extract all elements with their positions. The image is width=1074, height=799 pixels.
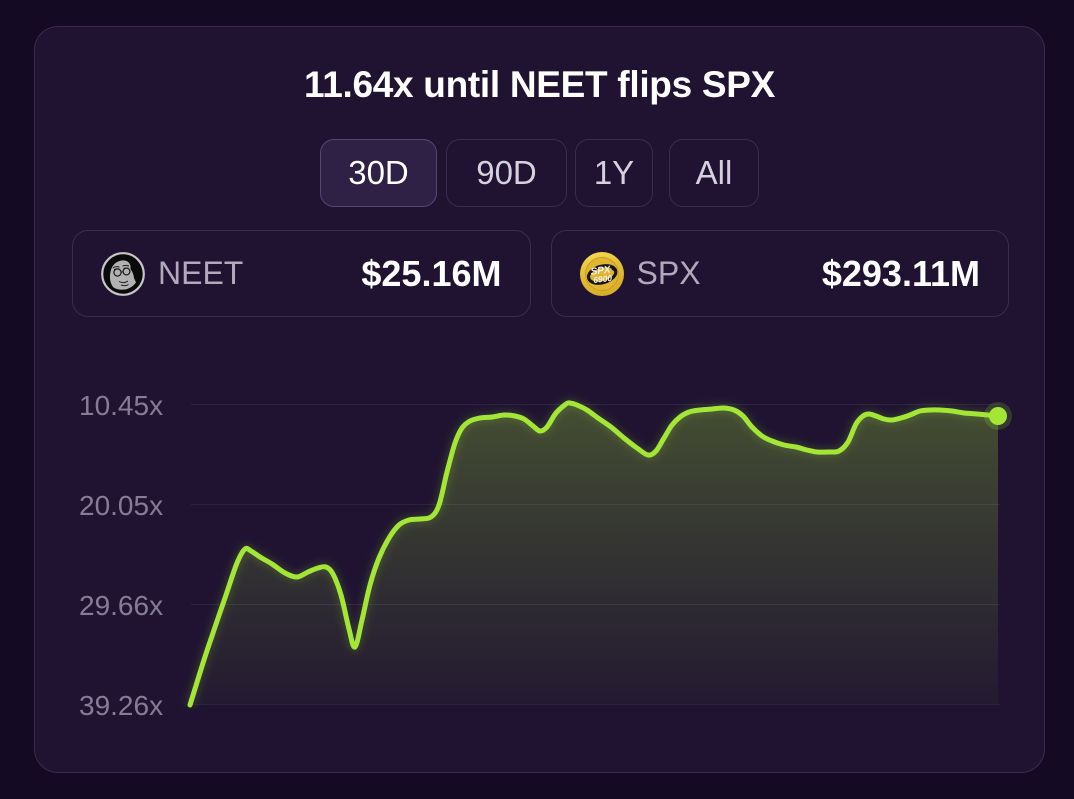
- svg-text:29.66x: 29.66x: [79, 590, 163, 621]
- svg-text:20.05x: 20.05x: [79, 490, 163, 521]
- svg-text:39.26x: 39.26x: [79, 690, 163, 721]
- svg-text:SPX: SPX: [590, 264, 613, 278]
- svg-text:10.45x: 10.45x: [79, 390, 163, 421]
- svg-text:6900: 6900: [592, 272, 612, 284]
